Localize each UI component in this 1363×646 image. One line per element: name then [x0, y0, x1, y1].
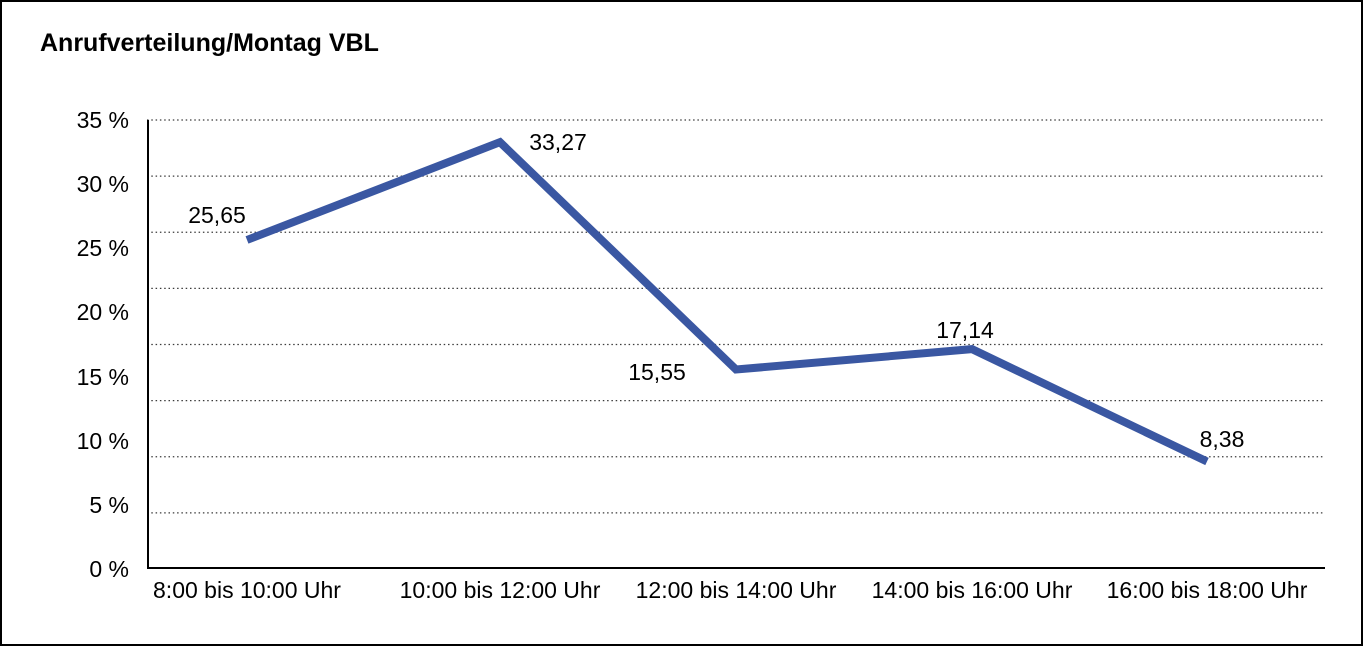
data-point-label: 17,14 — [936, 317, 994, 344]
y-tick-label: 15 % — [76, 363, 129, 390]
x-tick-label: 12:00 bis 14:00 Uhr — [635, 577, 837, 603]
x-tick-label: 8:00 bis 10:00 Uhr — [153, 577, 341, 603]
plot-area: 35 % 30 % 25 % 20 % 15 % 10 % 5 % 0 % 8:00 bis … — [77, 107, 1325, 603]
y-tick-label: 25 % — [76, 235, 129, 262]
y-tick-label: 0 % — [89, 556, 129, 582]
x-tick-label: 14:00 bis 16:00 Uhr — [871, 577, 1073, 603]
plot-canvas — [147, 119, 1325, 569]
y-tick-label: 30 % — [76, 171, 129, 198]
data-point-label: 15,55 — [628, 358, 686, 385]
x-tick-label: 10:00 bis 12:00 Uhr — [399, 577, 601, 603]
y-tick-label: 5 % — [89, 491, 129, 518]
chart-title: Anrufverteilung/Montag VBL — [40, 29, 379, 57]
x-tick-label: 16:00 bis 18:00 Uhr — [1106, 577, 1308, 603]
y-tick-label: 10 % — [76, 427, 129, 454]
series-line — [245, 137, 1209, 466]
data-point-label: 33,27 — [529, 129, 587, 156]
data-point-label: 8,38 — [1199, 426, 1245, 453]
data-point-label: 25,65 — [188, 201, 246, 228]
y-tick-label: 20 % — [76, 299, 129, 326]
y-tick-label: 35 % — [76, 107, 129, 133]
